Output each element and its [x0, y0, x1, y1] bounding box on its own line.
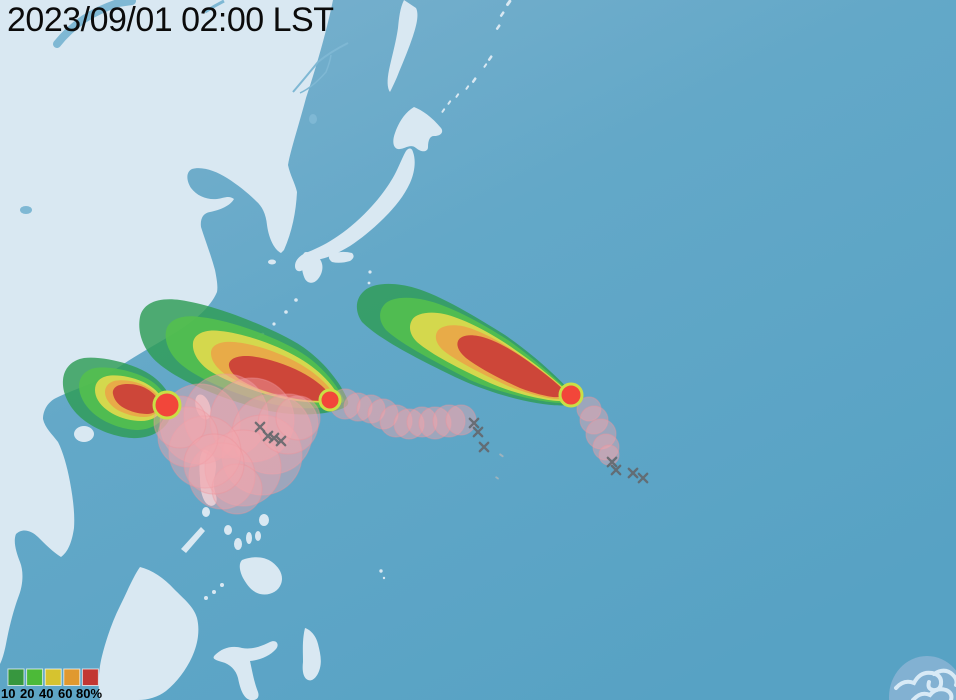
past-track-circle [356, 394, 386, 424]
map-timestamp: 2023/09/01 02:00 LST [7, 1, 334, 39]
legend-swatch-60 [63, 668, 81, 686]
legend-label-40: 40 [39, 686, 53, 700]
watch-area-circle [211, 463, 263, 515]
past-track-circle [585, 418, 617, 450]
land-sulawesi [213, 641, 278, 700]
river-lena [204, 0, 225, 14]
land-taiwan [195, 394, 211, 420]
legend-swatch-20 [26, 668, 44, 686]
lake-baikal [53, 0, 136, 48]
watch-area-circle [183, 433, 245, 495]
current-position-marker [318, 388, 342, 412]
land-sulu-3 [204, 596, 208, 600]
land-sulu-2 [212, 590, 216, 594]
legend-swatches [7, 668, 99, 686]
land-palau-2 [382, 576, 386, 580]
watch-area-circle [157, 406, 219, 468]
past-track-circle [576, 396, 602, 422]
watch-area-circle [188, 442, 256, 510]
land-luzon [199, 449, 217, 506]
land-palau-1 [379, 569, 383, 573]
legend-labels: 10 20 40 60 80% [1, 686, 102, 700]
probability-layer-80pct [112, 335, 568, 414]
past-position-x [606, 456, 618, 468]
land-cebu [246, 532, 252, 544]
past-position-x [610, 464, 622, 476]
past-track-circle [379, 404, 413, 438]
past-track-circle [367, 398, 399, 430]
river-amur [292, 42, 349, 93]
past-track-circle [598, 444, 620, 466]
watch-area-circle [275, 395, 321, 441]
lake-qinghai [20, 206, 32, 214]
watch-area-circle [204, 429, 282, 507]
river-ussuri [299, 54, 332, 94]
land-palawan [181, 527, 205, 553]
past-track-circle [418, 406, 452, 440]
land-kyushu [301, 252, 323, 283]
past-position-x [275, 435, 287, 447]
past-position-x [268, 432, 280, 444]
legend-label-20: 20 [20, 686, 34, 700]
land-panay [224, 525, 232, 535]
past-track-circle [432, 404, 466, 438]
minor-islets [495, 453, 504, 480]
watch-area-circle [183, 373, 269, 459]
past-track-circle [343, 392, 373, 422]
typhoon-probability-cones [62, 283, 577, 439]
past-position-x [468, 417, 480, 429]
land-jeju [268, 259, 276, 265]
land-hokkaido [393, 107, 443, 152]
current-position-marker [558, 382, 584, 408]
lake-khanka [309, 114, 317, 124]
cwb-logo [889, 656, 956, 700]
land-mindanao [239, 557, 282, 595]
land-sulu-1 [220, 583, 224, 587]
current-position-markers [152, 382, 584, 420]
legend-swatch-10 [7, 668, 25, 686]
land-halmahera [302, 628, 321, 681]
legend-swatch-80 [81, 668, 99, 686]
past-track-circle [579, 405, 609, 435]
land-samar [259, 514, 269, 526]
current-position-marker [152, 390, 182, 420]
legend-label-10: 10 [1, 686, 15, 700]
probability-legend: 10 20 40 60 80% [1, 668, 102, 700]
past-position-x [478, 441, 490, 453]
watch-area-circle [221, 414, 303, 496]
past-position-x-marks [254, 417, 649, 484]
past-position-x [472, 426, 484, 438]
land-mindoro [202, 507, 210, 517]
land-izu-1 [368, 270, 372, 274]
land-negros [234, 538, 242, 550]
land-hainan [74, 426, 94, 442]
land-izu-2 [367, 281, 371, 285]
legend-swatch-40 [44, 668, 62, 686]
past-position-x [637, 472, 649, 484]
land-sakhalin [387, 0, 418, 92]
legend-label-60: 60 [58, 686, 72, 700]
past-position-x [627, 467, 639, 479]
rivers-lakes [20, 0, 349, 214]
land-leyte [255, 531, 261, 541]
land-shikoku [328, 251, 354, 263]
cone-west-p80 [112, 384, 160, 414]
cone-east-p80 [457, 335, 568, 398]
past-track-circle [406, 406, 438, 438]
watch-area-circle [168, 415, 242, 489]
watch-area-circle [231, 393, 313, 475]
past-position-x [254, 421, 266, 433]
land-borneo [98, 567, 199, 700]
land-kuril-islands [441, 0, 512, 113]
past-track-circle [393, 408, 425, 440]
legend-label-80: 80% [76, 686, 102, 700]
logo-wave-icon [894, 668, 956, 700]
past-track-circle [592, 433, 620, 461]
cone-middle-p80 [228, 356, 332, 401]
